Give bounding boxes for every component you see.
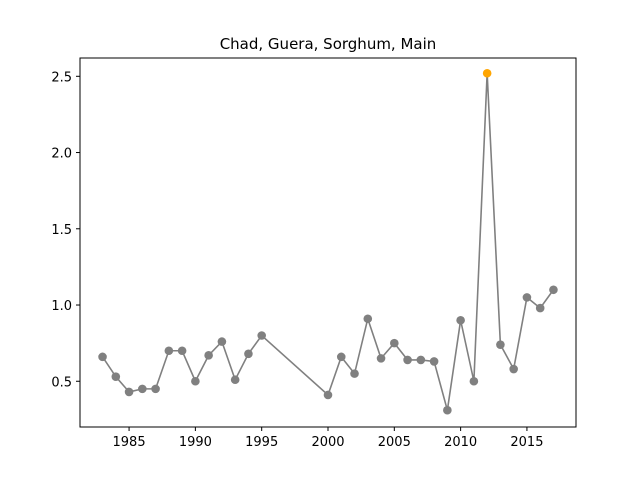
data-point bbox=[244, 349, 253, 359]
y-tick-label: 1.0 bbox=[51, 299, 72, 314]
data-point bbox=[138, 384, 147, 394]
y-tick-label: 0.5 bbox=[51, 375, 72, 390]
data-point bbox=[336, 352, 346, 362]
data-point bbox=[177, 346, 187, 356]
data-point bbox=[390, 338, 399, 348]
data-point bbox=[376, 354, 386, 363]
data-point bbox=[204, 351, 213, 360]
data-point bbox=[111, 372, 121, 381]
data-point bbox=[350, 369, 359, 378]
data-point bbox=[124, 387, 134, 397]
data-point bbox=[416, 355, 426, 365]
x-tick-label: 2010 bbox=[444, 435, 477, 450]
highlight-point bbox=[482, 68, 492, 78]
x-tick-label: 2005 bbox=[378, 435, 411, 450]
data-point bbox=[496, 340, 505, 349]
data-point bbox=[443, 405, 452, 415]
data-point bbox=[257, 331, 266, 340]
data-point bbox=[509, 364, 518, 374]
data-point bbox=[151, 384, 160, 394]
x-tick-label: 2000 bbox=[311, 435, 344, 450]
y-tick-label: 1.5 bbox=[51, 223, 72, 238]
x-axis: 1985 1990 1995 2000 2005 2010 2015 bbox=[113, 427, 543, 450]
x-tick-label: 2015 bbox=[510, 435, 543, 450]
data-point bbox=[469, 376, 479, 386]
data-point bbox=[164, 346, 174, 356]
x-tick-label: 1995 bbox=[245, 435, 278, 450]
data-point bbox=[230, 375, 240, 385]
data-point bbox=[535, 303, 545, 313]
data-point bbox=[98, 352, 107, 362]
series-line bbox=[101, 73, 555, 411]
y-tick-label: 2.0 bbox=[51, 147, 72, 162]
y-axis: 0.5 1.0 1.5 2.0 2.5 bbox=[51, 70, 80, 390]
data-point bbox=[323, 390, 333, 400]
x-tick-label: 1990 bbox=[179, 435, 212, 450]
y-tick-label: 2.5 bbox=[51, 70, 72, 85]
chart-title: Chad, Guera, Sorghum, Main bbox=[220, 35, 437, 53]
data-point bbox=[191, 376, 200, 386]
data-point bbox=[522, 293, 532, 302]
data-point bbox=[456, 315, 465, 325]
plot-frame bbox=[79, 57, 577, 428]
x-tick-label: 1985 bbox=[113, 435, 146, 450]
data-point bbox=[403, 355, 412, 365]
series-layer bbox=[98, 68, 558, 415]
data-point bbox=[217, 337, 227, 346]
data-point bbox=[549, 285, 558, 295]
data-point bbox=[429, 357, 439, 366]
data-point bbox=[363, 314, 373, 324]
